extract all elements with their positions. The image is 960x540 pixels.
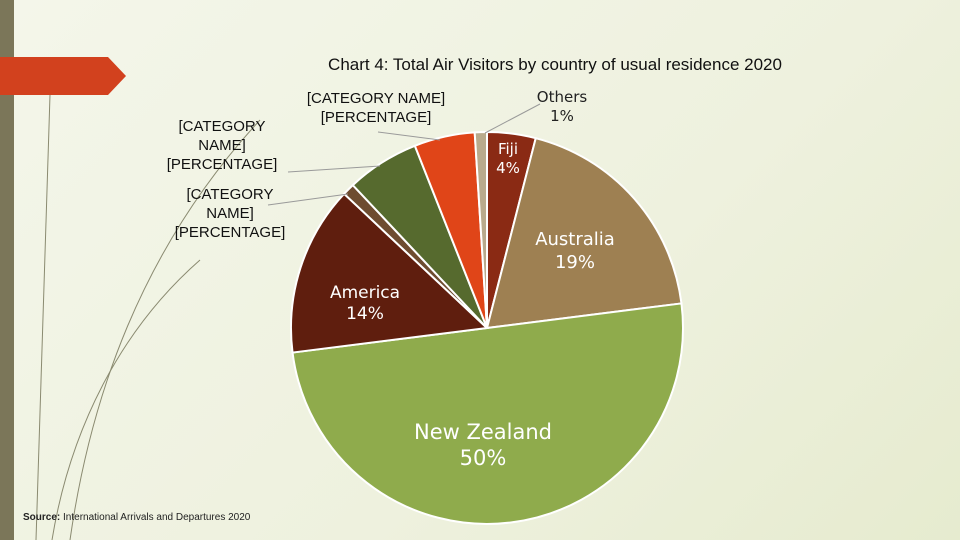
slice-label: [CATEGORY NAME] [PERCENTAGE]: [174, 186, 286, 242]
slice-label: America 14%: [310, 283, 420, 326]
pie: [290, 130, 684, 525]
slice-label: [CATEGORY NAME] [PERCENTAGE]: [261, 90, 491, 128]
percentage: 1%: [550, 106, 574, 125]
percentage: 19%: [554, 251, 595, 273]
slice-label: Australia 19%: [510, 229, 640, 274]
percentage: [PERCENTAGE]: [174, 223, 286, 241]
leader-line: [267, 193, 349, 206]
leader-line: [287, 165, 381, 173]
percentage: [PERCENTAGE]: [320, 108, 432, 126]
decor-line: [51, 259, 201, 540]
percentage: 4%: [496, 158, 520, 177]
leader-line: [484, 103, 541, 134]
slice-label: New Zealand 50%: [373, 419, 593, 472]
category-name: [CATEGORY NAME]: [186, 186, 274, 222]
category-name: Fiji: [497, 140, 519, 158]
percentage: [PERCENTAGE]: [166, 155, 278, 173]
source-text: International Arrivals and Departures 20…: [63, 512, 251, 523]
category-name: New Zealand: [414, 420, 552, 444]
pie-slice: [485, 136, 683, 330]
leader-lines: [267, 103, 541, 206]
percentage: 14%: [346, 304, 384, 325]
pie-slice: [291, 302, 684, 525]
slice-label: Fiji 4%: [483, 140, 533, 178]
category-name: [CATEGORY NAME]: [306, 90, 446, 107]
slice-label: Others 1%: [532, 88, 592, 126]
arrow-banner: [0, 57, 126, 95]
source-label: Source:: [23, 512, 61, 523]
leader-line: [377, 131, 441, 141]
category-name: Others: [536, 88, 588, 106]
percentage: 50%: [459, 446, 507, 471]
category-name: [CATEGORY NAME]: [178, 118, 266, 154]
side-bar: [0, 0, 14, 540]
chart-title: Chart 4: Total Air Visitors by country o…: [328, 55, 782, 74]
slice-label: [CATEGORY NAME] [PERCENTAGE]: [157, 118, 287, 174]
decor-line: [69, 119, 261, 540]
pie-slice: [290, 192, 490, 354]
category-name: America: [329, 283, 401, 303]
source: Source: International Arrivals and Depar…: [23, 512, 250, 523]
decor-line: [35, 94, 51, 540]
category-name: Australia: [535, 229, 615, 250]
